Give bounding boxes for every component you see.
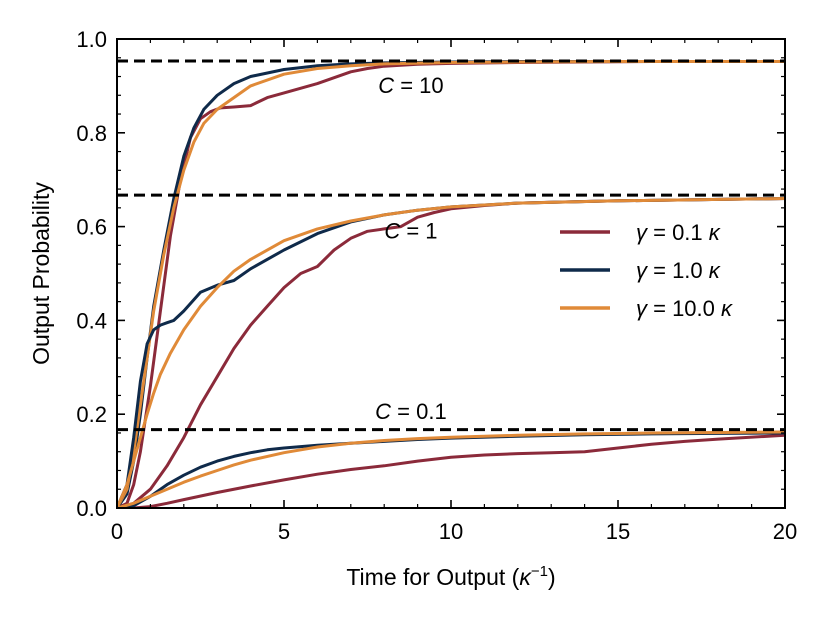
legend-label-1-symbol: γ	[636, 258, 649, 283]
annotation-0-var: C	[378, 73, 394, 98]
annotation-0-value: = 10	[394, 73, 444, 98]
y-tick-label-3: 0.6	[76, 215, 107, 240]
x-axis-label-main: Time for Output (	[346, 564, 519, 590]
annotation-1-value: = 1	[400, 218, 437, 243]
annotation-0: C = 10	[378, 73, 443, 98]
annotation-2-var: C	[375, 399, 391, 424]
legend-label-0-unit: κ	[709, 220, 721, 245]
tick-layer: 0 5 10 15 20 0.0 0.2 0.4 0.6 0.8 1.0	[76, 27, 797, 544]
y-tick-label-0: 0.0	[76, 496, 107, 521]
legend-label-0: γ = 0.1 κ	[636, 220, 721, 245]
x-tick-label-4: 20	[773, 519, 797, 544]
annotation-2-value: = 0.1	[391, 399, 447, 424]
x-tick-label-3: 15	[606, 519, 630, 544]
legend-label-2-symbol: γ	[636, 296, 649, 321]
series-line-2	[117, 60, 785, 508]
series-line-8	[117, 430, 785, 508]
y-tick-label-1: 0.2	[76, 402, 107, 427]
reference-lines	[117, 59, 785, 432]
legend-label-2-value: = 10.0	[647, 296, 721, 321]
legend-label-1: γ = 1.0 κ	[636, 258, 721, 283]
legend-label-2: γ = 10.0 κ	[636, 296, 733, 321]
legend-label-0-symbol: γ	[636, 220, 649, 245]
x-tick-label-2: 10	[439, 519, 463, 544]
y-tick-label-5: 1.0	[76, 27, 107, 52]
x-axis-label: Time for Output (κ−1)	[346, 563, 555, 590]
annotation-2: C = 0.1	[375, 399, 447, 424]
y-tick-label-4: 0.8	[76, 121, 107, 146]
legend-label-1-value: = 1.0	[647, 258, 709, 283]
series-layer	[117, 60, 785, 508]
legend-label-2-unit: κ	[721, 296, 733, 321]
legend: γ = 0.1 κγ = 1.0 κγ = 10.0 κ	[560, 220, 733, 321]
annotation-1-var: C	[384, 218, 400, 243]
series-line-5	[117, 197, 785, 508]
y-axis-label: Output Probability	[28, 182, 54, 365]
x-tick-label-0: 0	[111, 519, 123, 544]
x-axis-label-superscript: −1	[531, 563, 548, 580]
series-line-6	[117, 433, 785, 508]
annotations: C = 10C = 1C = 0.1	[375, 73, 447, 424]
legend-label-1-unit: κ	[709, 258, 721, 283]
x-tick-label-1: 5	[278, 519, 290, 544]
y-tick-label-2: 0.4	[76, 308, 107, 333]
annotation-1: C = 1	[384, 218, 437, 243]
x-axis-label-close: )	[548, 564, 556, 590]
x-axis-label-symbol: κ	[519, 564, 532, 590]
legend-label-0-value: = 0.1	[647, 220, 709, 245]
